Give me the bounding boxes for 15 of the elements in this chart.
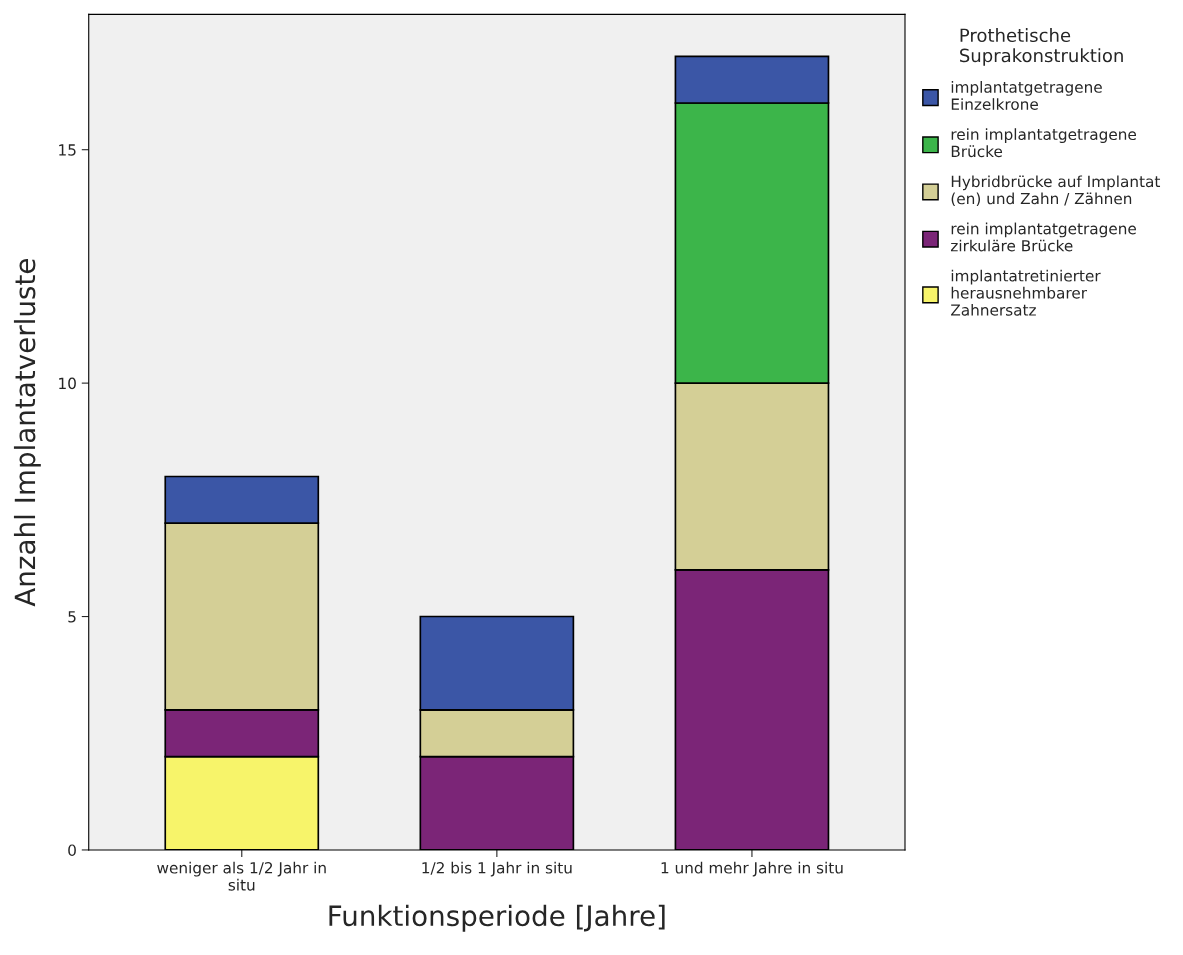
y-tick-label: 5 [68,611,76,623]
legend-label: implantatgetragene Einzelkrone [951,81,1102,110]
y-tick-label: 15 [59,144,76,156]
legend-label: Hybridbrücke auf Implantat (en) und Zahn / Zähnen [951,175,1161,207]
legend-label: rein implantatgetragene zirkuläre Brücke [950,222,1136,252]
x-tick-label: 1 und mehr Jahre in situ [661,861,843,877]
legend-label: implantatretinierter herausnehmbarer Zahnersatz [951,269,1101,316]
x-tick-label: 1/2 bis 1 Jahr in situ [422,861,572,877]
y-axis-title: Anzahl Implantatverluste [13,259,41,607]
legend-label: rein implantatgetragene Brücke [951,128,1136,158]
y-tick-label: 0 [68,844,76,856]
x-tick-label: weniger als 1/2 Jahr in situ [157,861,326,891]
legend-title: Prothetische Suprakonstruktion [960,28,1123,66]
x-axis-title: Funktionsperiode [Jahre] [329,904,665,932]
y-tick-label: 10 [59,377,76,390]
